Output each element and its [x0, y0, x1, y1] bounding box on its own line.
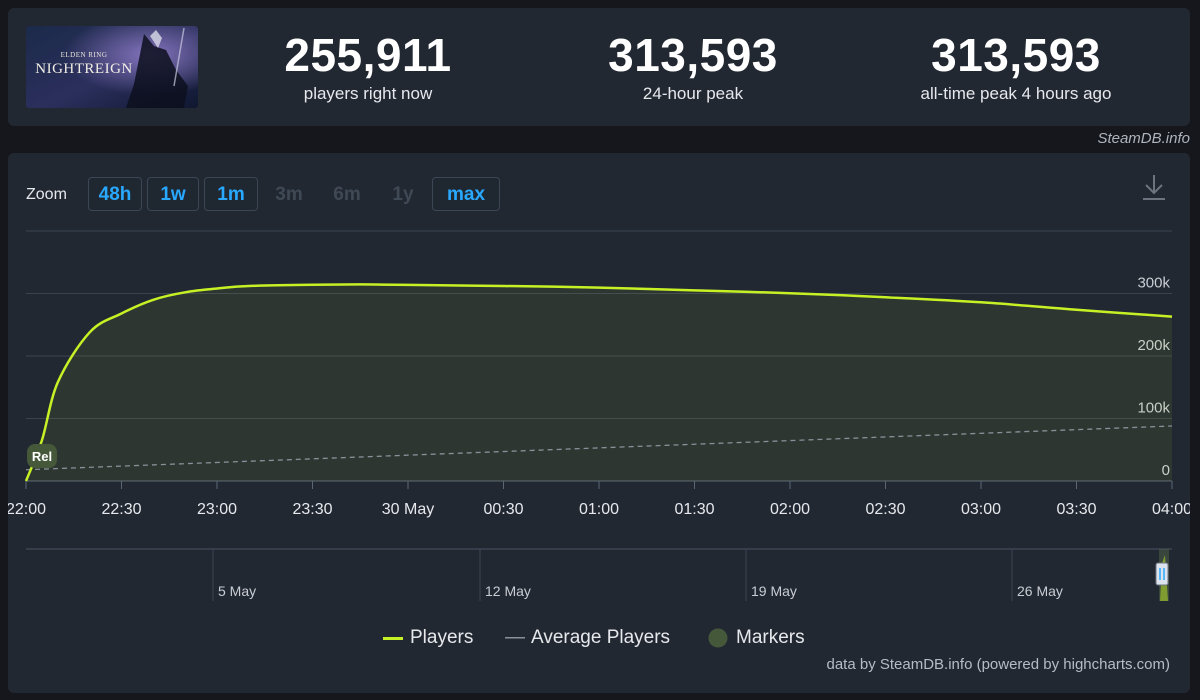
player-chart[interactable]: 0 100k 200k 300k 22:00 22:30 23:00 23:30 30 May 0… — [8, 153, 1190, 693]
x-tick-label: 22:30 — [101, 501, 141, 518]
x-tick-label: 30 May — [382, 501, 434, 518]
steamdb-credit-top[interactable]: SteamDB.info — [1097, 130, 1190, 147]
y-tick-label: 0 — [1162, 462, 1170, 479]
navigator-label: 5 May — [218, 583, 256, 599]
x-tick-label: 23:00 — [197, 501, 237, 518]
current-players-value: 255,911 — [284, 29, 452, 81]
y-tick-label: 300k — [1137, 275, 1170, 292]
y-tick-label: 100k — [1137, 400, 1170, 417]
zoom-btn-1y: 1y — [392, 184, 414, 205]
current-players-label: players right now — [303, 84, 433, 103]
legend-item-players[interactable]: Players — [383, 623, 473, 653]
x-tick-label: 23:30 — [292, 501, 332, 518]
legend-players-label: Players — [410, 627, 474, 648]
zoom-btn-3m: 3m — [275, 184, 303, 205]
marker-rel-badge — [27, 444, 57, 468]
navigator-handle-icon — [1155, 562, 1169, 586]
stat-24h-peak: 313,593 24-hour peak — [543, 30, 843, 104]
x-tick-label: 01:00 — [579, 501, 619, 518]
y-tick-label: 200k — [1137, 337, 1170, 354]
logo-line1: ELDEN RING — [60, 51, 108, 59]
x-tick-label: 02:00 — [770, 501, 810, 518]
stats-panel: ELDEN RING NIGHTREIGN 255,911 players ri… — [8, 8, 1190, 126]
chart-legend: Players Average Players Markers — [8, 623, 1190, 653]
legend-average-swatch — [505, 637, 525, 639]
legend-average-label: Average Players — [531, 627, 671, 648]
navigator-label: 12 May — [485, 583, 531, 599]
x-tick-label: 04:00 — [1152, 501, 1190, 518]
x-tick-label: 00:30 — [483, 501, 523, 518]
alltime-peak-value: 313,593 — [931, 29, 1101, 81]
legend-item-average[interactable]: Average Players — [505, 623, 670, 653]
zoom-btn-1m[interactable]: 1m — [204, 177, 258, 211]
x-tick-label: 01:30 — [674, 501, 714, 518]
game-thumbnail[interactable]: ELDEN RING NIGHTREIGN — [26, 26, 198, 108]
peak-24h-value: 313,593 — [608, 29, 778, 81]
legend-item-markers[interactable]: Markers — [708, 623, 805, 653]
peak-24h-label: 24-hour peak — [642, 84, 744, 103]
x-tick-label: 02:30 — [865, 501, 905, 518]
average-players-line — [25, 425, 1173, 471]
navigator-label: 19 May — [751, 583, 797, 599]
legend-markers-label: Markers — [736, 627, 805, 648]
legend-players-swatch — [383, 637, 403, 640]
x-tick-label: 03:30 — [1056, 501, 1096, 518]
marker-rel-label: Rel — [32, 449, 52, 464]
chart-panel: 0 100k 200k 300k 22:00 22:30 23:00 23:30 30 May 0… — [8, 153, 1190, 693]
x-tick-label: 03:00 — [961, 501, 1001, 518]
zoom-btn-1w[interactable]: 1w — [147, 177, 199, 211]
navigator-label: 26 May — [1017, 583, 1063, 599]
stat-alltime-peak: 313,593 all-time peak 4 hours ago — [866, 30, 1166, 104]
players-line — [24, 283, 1173, 482]
highcharts-credit[interactable]: data by SteamDB.info (powered by highcha… — [826, 656, 1171, 673]
x-tick-label: 22:00 — [8, 501, 46, 518]
zoom-btn-48h[interactable]: 48h — [88, 177, 142, 211]
zoom-btn-6m: 6m — [333, 184, 361, 205]
alltime-peak-label: all-time peak 4 hours ago — [920, 84, 1112, 103]
zoom-label: Zoom — [26, 186, 67, 203]
legend-markers-swatch — [708, 628, 728, 648]
game-art — [26, 26, 198, 108]
download-icon[interactable] — [1141, 173, 1167, 203]
stat-current-players: 255,911 players right now — [218, 30, 518, 104]
players-area — [26, 284, 1172, 481]
logo-line2: NIGHTREIGN — [35, 61, 133, 77]
zoom-btn-max[interactable]: max — [432, 177, 500, 211]
